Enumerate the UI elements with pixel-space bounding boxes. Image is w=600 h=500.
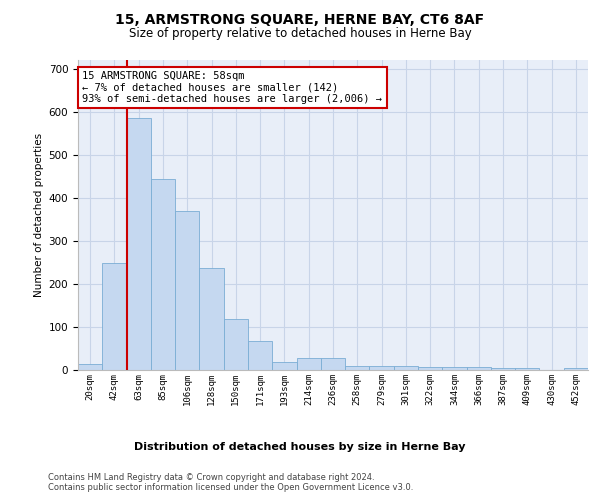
- Bar: [442, 368, 467, 370]
- Bar: [564, 368, 588, 370]
- Bar: [515, 368, 539, 370]
- Bar: [467, 368, 491, 370]
- Bar: [370, 366, 394, 370]
- Text: 15, ARMSTRONG SQUARE, HERNE BAY, CT6 8AF: 15, ARMSTRONG SQUARE, HERNE BAY, CT6 8AF: [115, 12, 485, 26]
- Bar: [151, 180, 175, 370]
- Bar: [78, 364, 102, 370]
- Bar: [175, 210, 199, 370]
- Text: Size of property relative to detached houses in Herne Bay: Size of property relative to detached ho…: [128, 28, 472, 40]
- Bar: [224, 319, 248, 370]
- Bar: [394, 366, 418, 370]
- Bar: [199, 268, 224, 370]
- Text: 15 ARMSTRONG SQUARE: 58sqm
← 7% of detached houses are smaller (142)
93% of semi: 15 ARMSTRONG SQUARE: 58sqm ← 7% of detac…: [82, 71, 382, 104]
- Bar: [296, 358, 321, 370]
- Y-axis label: Number of detached properties: Number of detached properties: [34, 133, 44, 297]
- Text: Distribution of detached houses by size in Herne Bay: Distribution of detached houses by size …: [134, 442, 466, 452]
- Bar: [491, 368, 515, 370]
- Bar: [248, 340, 272, 370]
- Bar: [127, 118, 151, 370]
- Bar: [321, 358, 345, 370]
- Bar: [102, 263, 127, 370]
- Bar: [345, 366, 370, 370]
- Bar: [418, 368, 442, 370]
- Text: Contains HM Land Registry data © Crown copyright and database right 2024.: Contains HM Land Registry data © Crown c…: [48, 472, 374, 482]
- Text: Contains public sector information licensed under the Open Government Licence v3: Contains public sector information licen…: [48, 482, 413, 492]
- Bar: [272, 362, 296, 370]
